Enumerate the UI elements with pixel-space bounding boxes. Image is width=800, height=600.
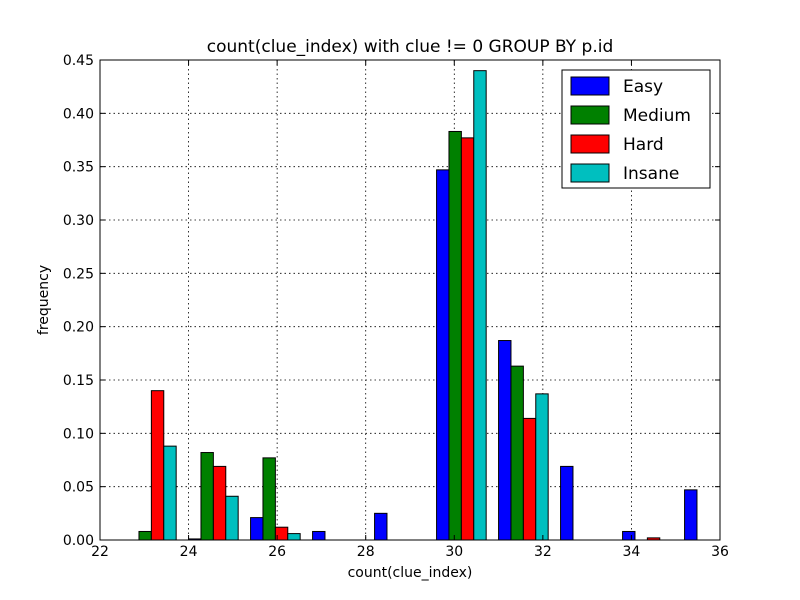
- bar-medium: [138, 530, 152, 541]
- bar-easy: [498, 340, 512, 541]
- bar-insane: [287, 533, 301, 541]
- y-tick-label: 0.10: [63, 426, 94, 442]
- x-tick-label: 32: [534, 544, 552, 560]
- bar-easy: [436, 169, 450, 541]
- bar-easy: [374, 512, 388, 541]
- x-tick-label: 26: [268, 544, 286, 560]
- legend-label-insane: Insane: [623, 164, 679, 184]
- bar-medium: [200, 452, 214, 541]
- legend-swatch-medium: [570, 105, 610, 125]
- chart-title: count(clue_index) with clue != 0 GROUP B…: [207, 37, 614, 57]
- y-tick-label: 0.45: [63, 53, 94, 69]
- bar-easy: [560, 465, 574, 541]
- bar-insane: [473, 70, 487, 541]
- x-tick-label: 22: [91, 544, 109, 560]
- bar-medium: [510, 365, 524, 541]
- axes-frame: [99, 59, 721, 541]
- legend-label-medium: Medium: [623, 106, 691, 126]
- x-tick-label: 28: [357, 544, 375, 560]
- bars: [138, 70, 698, 541]
- legend-label-hard: Hard: [623, 135, 664, 155]
- x-tick-label: 36: [711, 544, 729, 560]
- x-axis-label: count(clue_index): [348, 565, 473, 581]
- bar-insane: [535, 393, 549, 541]
- axis-ticks: 22 24 26 28 30 32 34 36 0.00 0.05 0.10 0.15 0.20 0.25…: [63, 53, 729, 560]
- legend-swatch-easy: [570, 76, 610, 96]
- y-tick-label: 0.15: [63, 373, 94, 389]
- legend-swatch-insane: [570, 163, 610, 183]
- legend: Easy Medium Hard Insane: [561, 69, 711, 189]
- x-tick-label: 30: [445, 544, 463, 560]
- y-tick-label: 0.25: [63, 266, 94, 282]
- bar-hard: [150, 390, 165, 541]
- legend-label-easy: Easy: [623, 77, 663, 97]
- bar-hard: [212, 465, 227, 541]
- bar-insane: [163, 445, 177, 541]
- bar-medium: [448, 130, 462, 541]
- x-tick-label: 24: [180, 544, 198, 560]
- y-tick-label: 0.05: [63, 480, 94, 496]
- y-tick-label: 0.35: [63, 160, 94, 176]
- bar-easy: [312, 530, 326, 541]
- bar-hard: [460, 137, 475, 541]
- bar-easy: [684, 489, 698, 541]
- bar-easy: [622, 530, 636, 541]
- y-tick-label: 0.00: [63, 533, 94, 549]
- legend-swatch-hard: [570, 134, 610, 154]
- bar-medium: [262, 457, 276, 541]
- y-tick-label: 0.20: [63, 320, 94, 336]
- y-tick-label: 0.40: [63, 106, 94, 122]
- bar-easy: [250, 517, 264, 541]
- x-tick-label: 34: [623, 544, 641, 560]
- y-axis-label: frequency: [36, 265, 52, 335]
- y-tick-label: 0.30: [63, 213, 94, 229]
- bar-insane: [225, 495, 239, 541]
- bar-hard: [522, 417, 537, 541]
